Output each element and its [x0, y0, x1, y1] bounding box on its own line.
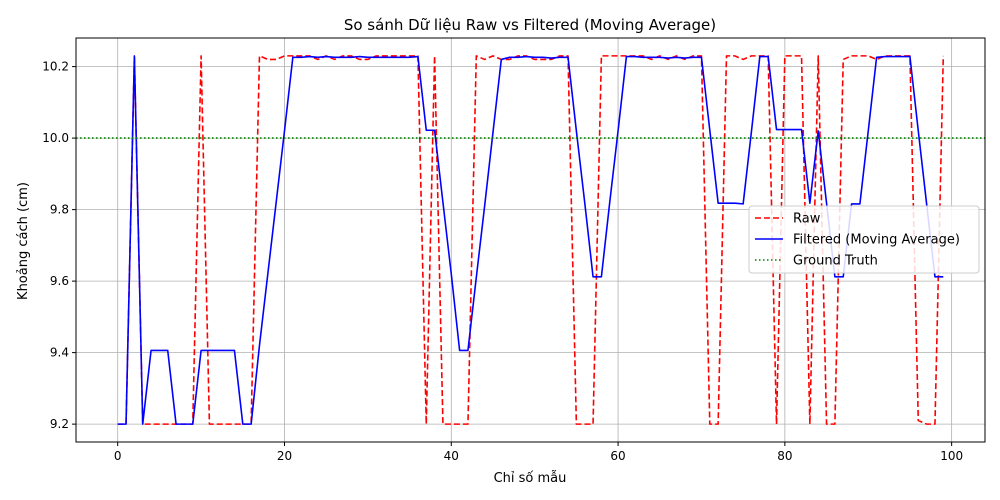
legend: Raw Filtered (Moving Average) Ground Truth	[748, 205, 980, 274]
legend-label: Ground Truth	[793, 254, 878, 269]
x-tick-label: 60	[610, 449, 625, 463]
x-axis-label: Chỉ số mẫu	[494, 471, 567, 486]
y-tick-label: 10.0	[42, 131, 69, 145]
y-tick-label: 10.2	[42, 60, 69, 74]
x-tick-label: 20	[277, 449, 292, 463]
x-tick-label: 0	[114, 449, 122, 463]
axis-ticks: 0 20 40 60 80 100 9.2 9.4 9.6 9.8 10.0 10.2	[42, 60, 963, 463]
legend-box	[748, 205, 980, 274]
y-tick-label: 9.2	[50, 417, 69, 431]
x-tick-label: 80	[777, 449, 792, 463]
y-tick-label: 9.4	[50, 346, 69, 360]
y-tick-label: 9.8	[50, 203, 69, 217]
x-tick-label: 100	[940, 449, 963, 463]
y-axis-label: Khoảng cách (cm)	[16, 182, 31, 300]
legend-label: Raw	[793, 212, 821, 227]
series-line-filtered-moving-average	[117, 55, 944, 425]
y-tick-label: 9.6	[50, 274, 69, 288]
chart-title: So sánh Dữ liệu Raw vs Filtered (Moving …	[344, 16, 716, 34]
plot-frame	[75, 37, 986, 443]
legend-label: Filtered (Moving Average)	[793, 233, 960, 248]
x-tick-label: 40	[444, 449, 459, 463]
